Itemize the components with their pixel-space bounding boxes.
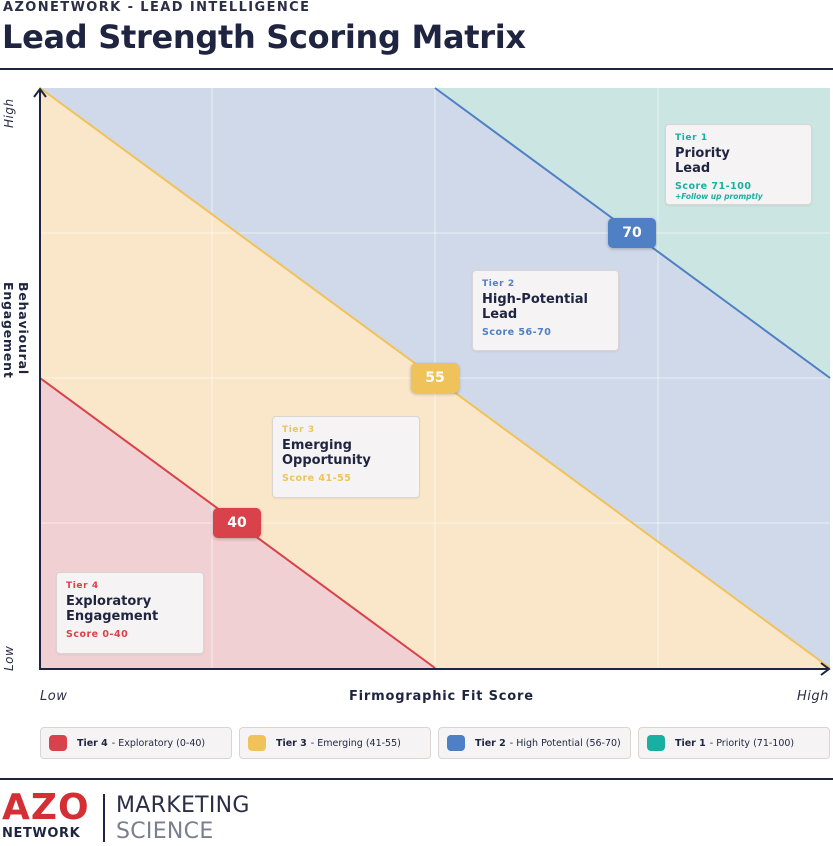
tier4-name: Exploratory Engagement — [66, 594, 159, 624]
tier3-card: Tier 3 Emerging Opportunity Score 41-55 — [272, 416, 420, 498]
tier3-name: Emerging Opportunity — [282, 438, 371, 468]
logo-marketing: MARKETING — [116, 793, 250, 818]
tier1-card: Tier 1 Priority Lead Score 71-100 +Follow… — [665, 124, 812, 205]
tier4-card: Tier 4 Exploratory Engagement Score 0-40 — [56, 572, 204, 654]
tier4-label: Tier 4 — [66, 581, 99, 591]
page-kicker: AZONETWORK - LEAD INTELLIGENCE — [3, 0, 311, 15]
tier3-score: Score 41-55 — [282, 473, 352, 484]
legend-tier1: Tier 1 - Priority (71-100) — [638, 727, 830, 759]
tier2-card: Tier 2 High-Potential Lead Score 56-70 — [472, 270, 619, 351]
logo-divider — [103, 794, 105, 842]
threshold-badge-55: 55 — [411, 363, 459, 393]
page-title: Lead Strength Scoring Matrix — [2, 18, 526, 56]
legend-tier4: Tier 4 - Exploratory (0-40) — [40, 727, 232, 759]
legend-swatch-tier4 — [49, 735, 67, 751]
y-axis-low-label: Low — [2, 645, 16, 671]
legend-tier3: Tier 3 - Emerging (41-55) — [239, 727, 431, 759]
tier1-note: +Follow up promptly — [675, 192, 763, 201]
azo-logo-network: NETWORK — [2, 826, 81, 841]
header-divider — [0, 68, 833, 70]
legend-swatch-tier2 — [447, 735, 465, 751]
tier2-score: Score 56-70 — [482, 327, 552, 338]
tier3-label: Tier 3 — [282, 425, 315, 435]
footer-divider — [0, 778, 833, 780]
x-axis-high-label: High — [797, 689, 829, 704]
tier1-label: Tier 1 — [675, 133, 708, 143]
y-axis-high-label: High — [2, 98, 16, 128]
y-axis-title: Behavioural Engagement — [1, 282, 31, 379]
tier2-name: High-Potential Lead — [482, 292, 588, 322]
logo-science: SCIENCE — [116, 819, 214, 844]
x-axis-low-label: Low — [40, 689, 68, 704]
legend-swatch-tier3 — [248, 735, 266, 751]
tier2-label: Tier 2 — [482, 279, 515, 289]
tier4-score: Score 0-40 — [66, 629, 129, 640]
legend-swatch-tier1 — [647, 735, 665, 751]
tier1-score: Score 71-100 — [675, 181, 752, 192]
legend-tier2: Tier 2 - High Potential (56-70) — [438, 727, 631, 759]
threshold-badge-70: 70 — [608, 218, 656, 248]
azo-logo-mark: AZO — [2, 787, 90, 828]
tier1-name: Priority Lead — [675, 146, 730, 176]
x-axis-title: Firmographic Fit Score — [349, 689, 534, 704]
threshold-badge-40: 40 — [213, 508, 261, 538]
axes — [33, 87, 831, 676]
